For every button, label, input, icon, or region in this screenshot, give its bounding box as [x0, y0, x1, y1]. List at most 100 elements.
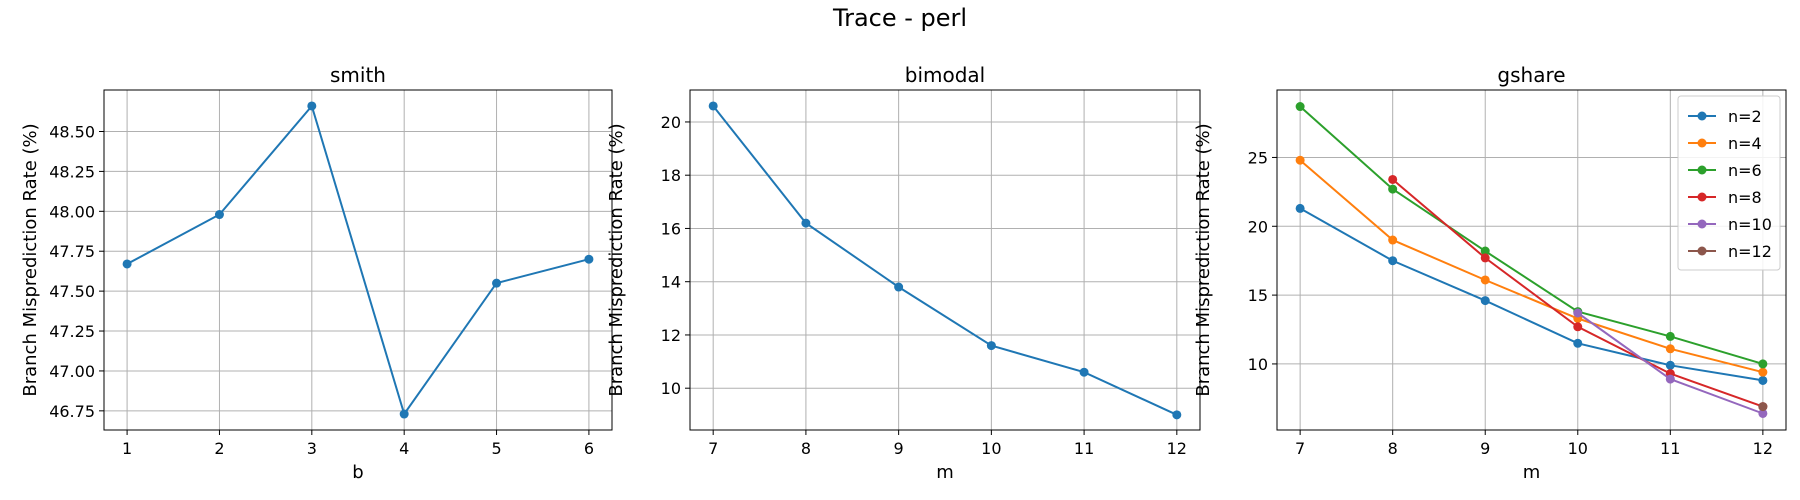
y-tick-label: 16 [661, 219, 681, 238]
chart-0: 1 2 3 4 5 6 46.75 47.00 47.25 47.50 47.75 48.00 48.2… [20, 63, 613, 483]
x-tick-label: 10 [1568, 439, 1588, 458]
y-tick-label: 48.50 [49, 123, 95, 142]
legend-label: n=4 [1728, 134, 1762, 153]
x-tick-label: 11 [1074, 439, 1094, 458]
x-tick-label: 3 [307, 439, 317, 458]
data-point [801, 218, 811, 228]
y-tick-label: 15 [1248, 286, 1268, 305]
y-tick-label: 47.25 [49, 322, 95, 341]
y-tick-label: 12 [661, 326, 681, 345]
y-tick-label: 48.25 [49, 162, 95, 181]
chart-title: bimodal [905, 63, 985, 87]
y-tick-label: 46.75 [49, 402, 95, 421]
legend-marker [1697, 246, 1707, 256]
y-tick-label: 47.75 [49, 242, 95, 261]
legend-label: n=12 [1728, 242, 1772, 261]
y-axis-label: Branch Misprediction Rate (%) [1193, 123, 1214, 396]
data-point [1665, 344, 1675, 354]
data-point [1573, 308, 1583, 318]
chart-1: 7 8 9 10 11 12 10 12 14 16 18 20 bimodal m Branch Misp… [606, 63, 1201, 483]
data-point [1480, 246, 1490, 256]
series-line-0 [126, 103, 590, 417]
x-tick-label: 2 [214, 439, 224, 458]
data-point [1480, 275, 1490, 285]
data-point [1758, 402, 1768, 412]
data-point [1388, 235, 1398, 245]
y-tick-label: 47.00 [49, 362, 95, 381]
x-tick-label: 4 [399, 439, 409, 458]
x-axis-label: b [352, 462, 363, 483]
legend-marker [1697, 165, 1707, 175]
legend-marker [1697, 219, 1707, 229]
data-point [1758, 359, 1768, 369]
y-tick-label: 20 [1248, 217, 1268, 236]
data-point [1295, 203, 1305, 213]
data-point [894, 282, 904, 292]
series-line-n=6 [1299, 105, 1764, 365]
data-point [1480, 296, 1490, 306]
y-tick-label: 10 [1248, 355, 1268, 374]
data-point [1665, 374, 1675, 384]
x-tick-label: 11 [1660, 439, 1680, 458]
legend-marker [1697, 138, 1707, 148]
y-tick-label: 47.50 [49, 282, 95, 301]
x-tick-label: 7 [708, 439, 718, 458]
chart-title: gshare [1497, 63, 1565, 87]
data-point [492, 278, 502, 288]
x-tick-label: 8 [1388, 439, 1398, 458]
plot-frame [1276, 89, 1787, 431]
figure-title: Trace - perl [832, 4, 968, 32]
legend-label: n=8 [1728, 188, 1762, 207]
data-point [1480, 253, 1490, 263]
y-tick-label: 14 [661, 273, 681, 292]
plot-frame [103, 89, 613, 431]
y-tick-label: 48.00 [49, 202, 95, 221]
legend-marker [1697, 192, 1707, 202]
data-point [1295, 102, 1305, 112]
y-tick-label: 20 [661, 113, 681, 132]
data-point [1573, 322, 1583, 332]
plot-frame [689, 89, 1201, 431]
y-tick-label: 10 [661, 379, 681, 398]
data-point [1388, 184, 1398, 194]
data-point [986, 341, 996, 351]
data-point [1573, 338, 1583, 348]
data-point [1665, 360, 1675, 370]
y-axis-label: Branch Misprediction Rate (%) [20, 123, 41, 396]
x-tick-label: 10 [981, 439, 1001, 458]
series-line-0 [712, 105, 1178, 416]
legend-label: n=10 [1728, 215, 1772, 234]
legend: n=2 n=4 n=6 n=8 n=10 n=12 [1677, 95, 1781, 271]
legend-label: n=2 [1728, 107, 1762, 126]
x-tick-label: 1 [122, 439, 132, 458]
data-point [1079, 367, 1089, 377]
data-point [1295, 155, 1305, 165]
y-axis-label: Branch Misprediction Rate (%) [606, 123, 627, 396]
series-line-n=4 [1299, 159, 1764, 374]
chart-2: 7 8 9 10 11 12 10 15 20 25 gshare m Branch Mispredic… [1193, 63, 1787, 483]
x-tick-label: 8 [801, 439, 811, 458]
y-tick-label: 18 [661, 166, 681, 185]
chart-title: smith [330, 63, 386, 87]
x-tick-label: 12 [1753, 439, 1773, 458]
x-tick-label: 12 [1167, 439, 1187, 458]
data-point [1388, 174, 1398, 184]
data-point [1758, 367, 1768, 377]
data-point [1758, 408, 1768, 418]
data-point [584, 254, 594, 264]
data-point [708, 101, 718, 111]
data-point [1758, 375, 1768, 385]
data-point [1388, 256, 1398, 266]
y-tick-label: 25 [1248, 148, 1268, 167]
x-tick-label: 6 [584, 439, 594, 458]
data-point [399, 409, 409, 419]
x-tick-label: 9 [894, 439, 904, 458]
data-point [122, 259, 132, 269]
x-tick-label: 7 [1295, 439, 1305, 458]
data-point [307, 101, 317, 111]
legend-label: n=6 [1728, 161, 1762, 180]
legend-marker [1697, 111, 1707, 121]
x-axis-label: m [1523, 462, 1541, 483]
